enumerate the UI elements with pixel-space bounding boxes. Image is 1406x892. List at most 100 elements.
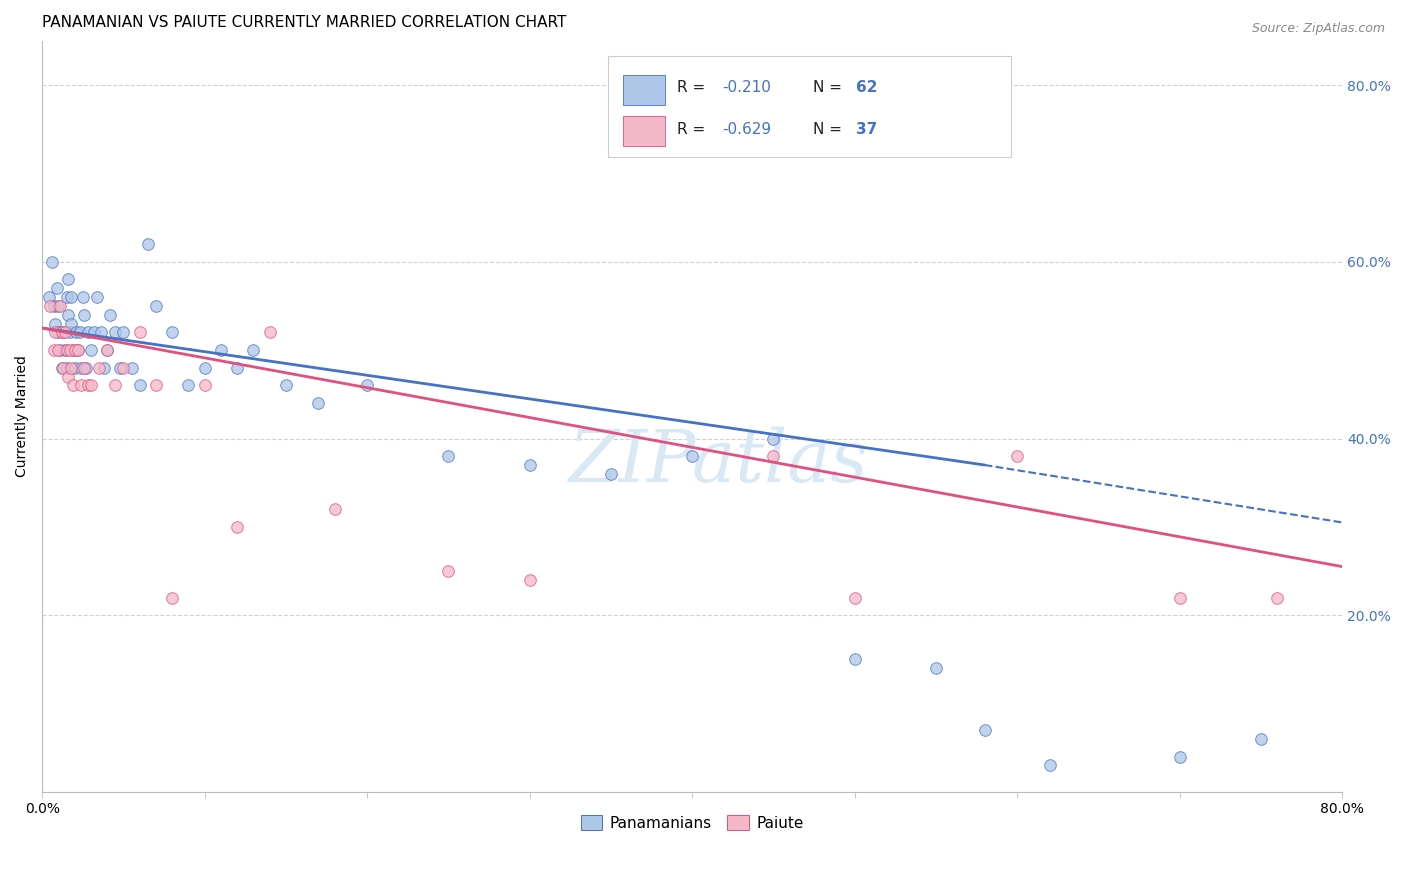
Point xyxy=(60,290,83,304)
Point xyxy=(69,326,91,340)
Point xyxy=(76,378,98,392)
Point xyxy=(48,299,70,313)
FancyBboxPatch shape xyxy=(623,75,665,104)
Point xyxy=(1168,749,1191,764)
FancyBboxPatch shape xyxy=(623,116,665,146)
Point xyxy=(209,343,232,358)
Point xyxy=(44,326,66,340)
Point xyxy=(128,326,150,340)
Point xyxy=(194,360,217,375)
Point xyxy=(48,326,70,340)
Point xyxy=(1007,449,1029,463)
Text: ZIPatlas: ZIPatlas xyxy=(568,426,868,497)
Point xyxy=(48,343,70,358)
Point xyxy=(45,281,67,295)
Point xyxy=(259,326,281,340)
Point xyxy=(128,378,150,392)
Text: 62: 62 xyxy=(856,80,877,95)
Point xyxy=(844,591,866,605)
Point xyxy=(96,343,118,358)
Point xyxy=(55,290,77,304)
Point xyxy=(519,458,541,472)
Point xyxy=(38,290,60,304)
Point xyxy=(60,360,83,375)
Point xyxy=(52,360,75,375)
FancyBboxPatch shape xyxy=(607,56,1011,157)
Point xyxy=(323,502,346,516)
Point xyxy=(49,299,72,313)
Point xyxy=(274,378,297,392)
Point xyxy=(96,343,118,358)
Point xyxy=(58,308,80,322)
Point xyxy=(58,272,80,286)
Point xyxy=(160,591,183,605)
Point xyxy=(762,449,785,463)
Text: 37: 37 xyxy=(856,122,877,137)
Point xyxy=(356,378,378,392)
Point xyxy=(600,467,623,481)
Point xyxy=(73,308,96,322)
Point xyxy=(63,343,86,358)
Point xyxy=(90,326,112,340)
Point xyxy=(226,520,249,534)
Legend: Panamanians, Paiute: Panamanians, Paiute xyxy=(575,809,810,837)
Point xyxy=(93,360,115,375)
Point xyxy=(44,317,66,331)
Point xyxy=(87,360,110,375)
Text: PANAMANIAN VS PAIUTE CURRENTLY MARRIED CORRELATION CHART: PANAMANIAN VS PAIUTE CURRENTLY MARRIED C… xyxy=(42,15,567,30)
Text: R =: R = xyxy=(676,80,710,95)
Point xyxy=(65,326,87,340)
Point xyxy=(51,360,73,375)
Point xyxy=(1250,731,1272,746)
Point xyxy=(681,449,703,463)
Point xyxy=(80,378,103,392)
Point xyxy=(66,343,89,358)
Point xyxy=(1168,591,1191,605)
Point xyxy=(437,564,460,578)
Point xyxy=(73,360,96,375)
Point xyxy=(121,360,143,375)
Point xyxy=(66,343,89,358)
Point xyxy=(59,343,82,358)
Text: N =: N = xyxy=(813,80,846,95)
Point xyxy=(762,432,785,446)
Point xyxy=(100,308,122,322)
Point xyxy=(519,573,541,587)
Point xyxy=(76,326,98,340)
Text: R =: R = xyxy=(676,122,710,137)
Point xyxy=(86,290,108,304)
Point xyxy=(70,378,93,392)
Point xyxy=(242,343,264,358)
Point xyxy=(59,326,82,340)
Point xyxy=(55,360,77,375)
Point xyxy=(42,343,65,358)
Text: -0.210: -0.210 xyxy=(723,80,770,95)
Point xyxy=(308,396,330,410)
Point xyxy=(194,378,217,392)
Point xyxy=(55,343,77,358)
Point xyxy=(160,326,183,340)
Point xyxy=(62,378,84,392)
Point xyxy=(75,360,97,375)
Point xyxy=(104,378,127,392)
Point xyxy=(83,326,105,340)
Point xyxy=(70,360,93,375)
Point xyxy=(41,254,63,268)
Point xyxy=(53,326,76,340)
Point xyxy=(145,378,167,392)
Point xyxy=(63,360,86,375)
Point xyxy=(60,317,83,331)
Point xyxy=(42,299,65,313)
Point xyxy=(844,652,866,666)
Point xyxy=(1265,591,1288,605)
Point xyxy=(177,378,200,392)
Text: N =: N = xyxy=(813,122,846,137)
Point xyxy=(53,343,76,358)
Point xyxy=(104,326,127,340)
Point xyxy=(437,449,460,463)
Point xyxy=(51,326,73,340)
Y-axis label: Currently Married: Currently Married xyxy=(15,356,30,477)
Point xyxy=(62,343,84,358)
Point xyxy=(39,299,62,313)
Point xyxy=(112,326,135,340)
